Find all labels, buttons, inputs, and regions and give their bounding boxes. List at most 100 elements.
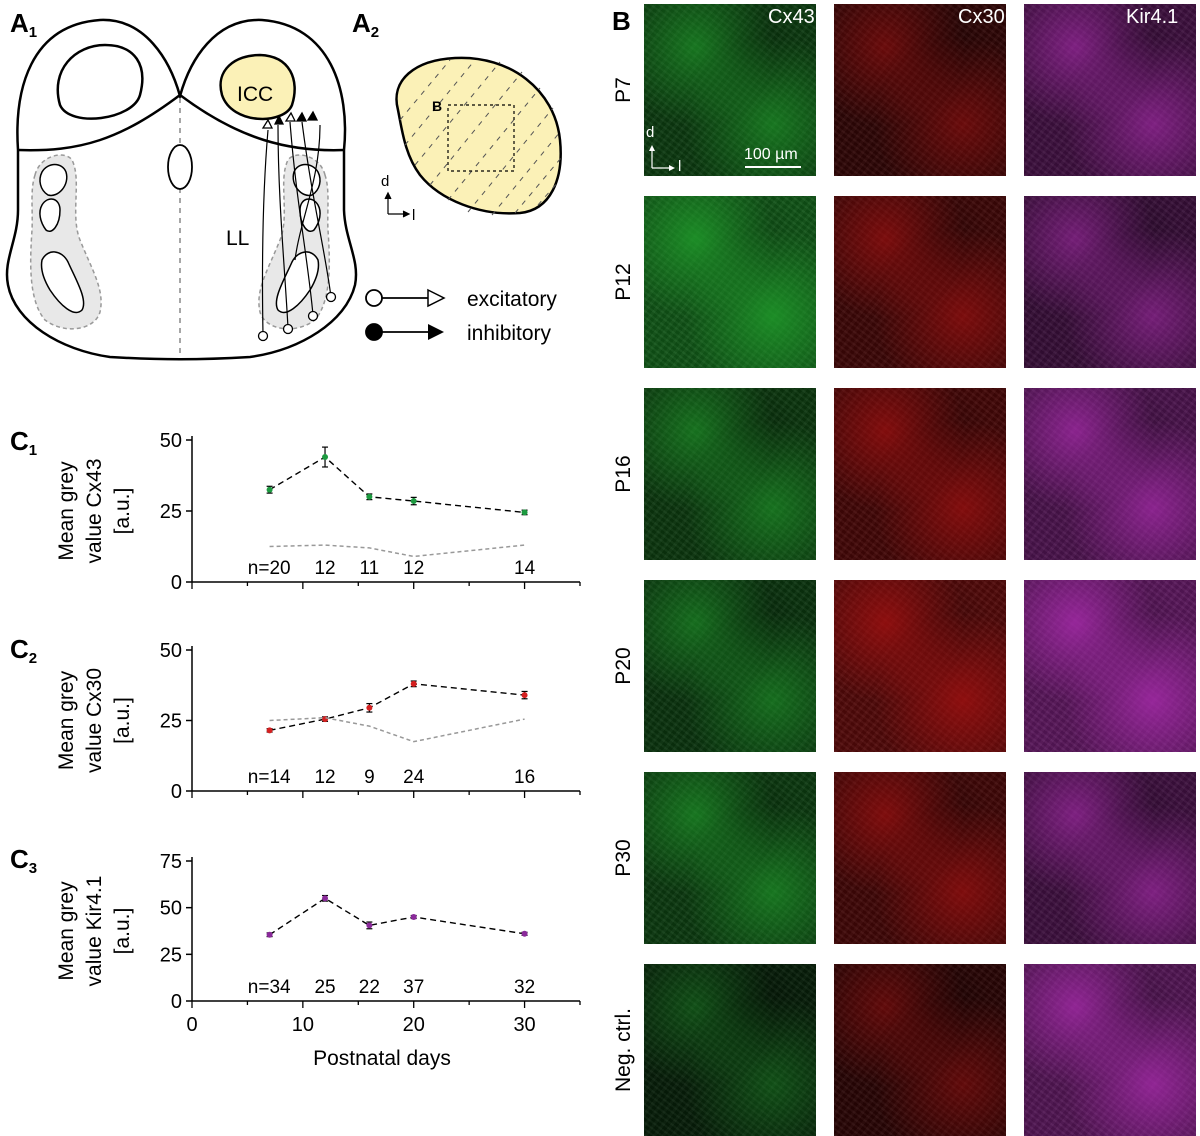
data-point	[366, 493, 373, 500]
y-axis-label: value Kir4.1	[83, 876, 106, 987]
micrograph	[644, 772, 816, 944]
row-label: Neg. ctrl.	[612, 1007, 635, 1093]
micrograph	[1024, 196, 1196, 368]
midline-nucleus	[167, 144, 193, 190]
row-label: P7	[612, 77, 635, 103]
y-tick-label: 0	[171, 781, 182, 803]
n-label: 32	[514, 977, 535, 998]
n-label: n=34	[248, 977, 291, 998]
n-label: n=20	[248, 558, 291, 579]
data-point	[521, 692, 528, 699]
y-axis-label: [a.u.]	[111, 697, 134, 744]
left-colliculus	[56, 43, 144, 120]
row-label: P16	[612, 455, 635, 493]
micrograph	[1024, 388, 1196, 560]
panel-label-c3: C3	[10, 844, 38, 877]
panel-label-a2: A2	[352, 8, 380, 41]
y-tick-label: 50	[160, 898, 182, 920]
data-point	[266, 931, 273, 938]
data-point	[322, 716, 329, 723]
n-label: 11	[360, 558, 380, 579]
icc-region	[219, 53, 296, 121]
panel-label-c1: C1	[10, 426, 38, 459]
x-tick-label: 0	[186, 1014, 197, 1036]
legend-excitatory-label: excitatory	[467, 288, 557, 311]
micrograph	[1024, 964, 1196, 1136]
axis-d-label: d	[646, 124, 655, 141]
icc-slice	[395, 56, 562, 215]
ll-label: LL	[226, 227, 249, 250]
data-point	[322, 454, 329, 461]
n-label: 37	[403, 977, 424, 998]
data-point	[366, 704, 373, 711]
row-label: P20	[612, 647, 635, 685]
data-point	[410, 680, 417, 687]
y-tick-label: 25	[160, 711, 182, 733]
n-label: 22	[359, 977, 380, 998]
micrograph	[834, 772, 1006, 944]
y-tick-label: 50	[160, 640, 182, 662]
control-line	[269, 544, 525, 558]
data-point	[521, 930, 528, 937]
n-label: 12	[314, 558, 335, 579]
n-label: 12	[314, 767, 335, 788]
row-label: P12	[612, 263, 635, 301]
tectum-divider	[17, 93, 345, 152]
data-point	[410, 914, 417, 920]
row-label: P30	[612, 839, 635, 877]
y-axis-label: Mean grey	[55, 881, 78, 981]
micrograph	[644, 388, 816, 560]
brainstem-diagram: ICC LL B	[5, 18, 562, 361]
data-point	[521, 509, 528, 516]
panel-label-a1: A1	[10, 8, 38, 41]
y-axis-label: [a.u.]	[111, 488, 134, 535]
orientation-axes-micro	[649, 145, 675, 171]
micrograph	[644, 196, 816, 368]
column-label: Cx30	[958, 6, 1005, 28]
y-axis-label: Mean grey	[55, 670, 78, 770]
micrograph	[644, 580, 816, 752]
micrograph	[834, 964, 1006, 1136]
n-label: 14	[514, 558, 536, 579]
micrograph	[1024, 580, 1196, 752]
scale-bar	[745, 166, 801, 168]
data-line	[269, 897, 525, 936]
micrograph	[834, 4, 1006, 176]
data-point	[410, 498, 417, 505]
icc-label: ICC	[237, 83, 273, 106]
legend-inhibitory-label: inhibitory	[467, 322, 552, 345]
y-tick-label: 0	[171, 991, 182, 1013]
projection-lines	[261, 121, 332, 336]
x-tick-label: 20	[403, 1014, 425, 1036]
panel-label-c2: C2	[10, 634, 38, 667]
n-label: 16	[514, 767, 535, 788]
n-label: 12	[403, 558, 424, 579]
n-label: 9	[364, 767, 375, 788]
x-axis-label: Postnatal days	[313, 1047, 451, 1070]
column-label: Cx43	[768, 6, 815, 28]
panel-label-b: B	[612, 6, 631, 36]
n-label: 25	[314, 977, 335, 998]
y-tick-label: 50	[160, 430, 182, 452]
micrograph	[1024, 772, 1196, 944]
y-axis-label: value Cx30	[83, 668, 106, 773]
orientation-axes	[384, 191, 411, 218]
micrograph	[644, 964, 816, 1136]
y-axis-label: value Cx43	[83, 458, 106, 563]
y-tick-label: 25	[160, 944, 182, 966]
legend-inhibitory	[365, 323, 444, 341]
data-point	[266, 727, 273, 734]
y-tick-label: 25	[160, 501, 182, 523]
data-point	[266, 486, 273, 493]
n-label: 24	[403, 767, 425, 788]
icc-hatching	[399, 59, 562, 216]
x-tick-label: 10	[292, 1014, 314, 1036]
micrograph	[644, 4, 816, 176]
data-line	[269, 683, 525, 732]
svg-text:d: d	[381, 173, 389, 190]
control-line	[269, 716, 525, 743]
micrograph	[834, 196, 1006, 368]
region-b-box	[447, 104, 515, 172]
region-b-label: B	[432, 98, 442, 114]
